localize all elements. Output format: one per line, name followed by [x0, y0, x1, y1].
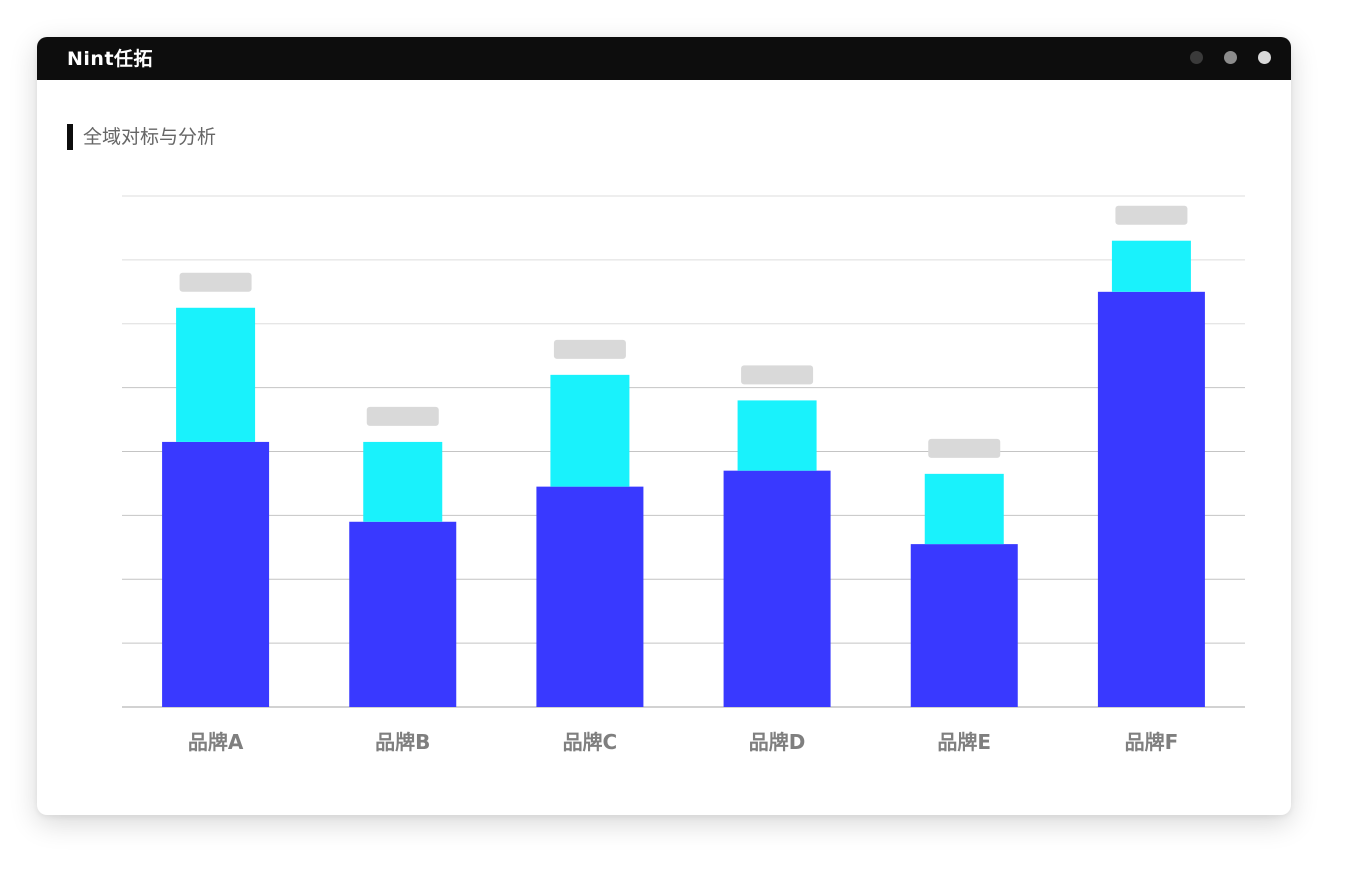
bar-top-4 [737, 400, 817, 471]
data-label-placeholder-4 [741, 365, 814, 385]
data-label-placeholder-2 [366, 406, 439, 426]
bar-base-5 [910, 544, 1018, 707]
title-bar: Nint任拓 [37, 37, 1291, 80]
data-label-placeholder-5 [928, 438, 1001, 458]
section-title: 全域对标与分析 [83, 126, 217, 148]
section-header: 全域对标与分析 [67, 124, 216, 150]
app-window: Nint任拓 全域对标与分析 品牌A 品牌B 品牌C 品牌D 品牌E 品牌F [37, 37, 1291, 815]
x-tick-label: 品牌B [375, 730, 430, 754]
x-tick-label: 品牌A [188, 730, 244, 754]
bar-base-4 [723, 470, 831, 707]
stacked-bar-chart: 品牌A 品牌B 品牌C 品牌D 品牌E 品牌F [122, 195, 1245, 754]
bar-base-2 [349, 521, 457, 707]
brand-logo: Nint任拓 [67, 48, 154, 70]
bar-top-2 [363, 441, 443, 522]
data-label-placeholder-1 [179, 272, 252, 292]
window-dot-light[interactable] [1258, 51, 1271, 64]
bar-top-1 [176, 307, 256, 442]
data-label-placeholder-6 [1115, 205, 1188, 225]
bar-top-6 [1111, 240, 1191, 292]
window-dot-mid[interactable] [1224, 51, 1237, 64]
bar-base-3 [536, 486, 644, 707]
bar-base-6 [1097, 291, 1205, 707]
window-dot-dark[interactable] [1190, 51, 1203, 64]
bar-top-3 [550, 374, 630, 487]
data-label-placeholder-3 [553, 339, 626, 359]
x-tick-label: 品牌E [937, 730, 991, 754]
bar-top-5 [924, 473, 1004, 545]
x-tick-label: 品牌C [563, 730, 618, 754]
section-marker [67, 124, 73, 150]
bar-base-1 [162, 441, 270, 707]
x-tick-label: 品牌D [749, 730, 806, 754]
x-tick-label: 品牌F [1125, 730, 1179, 754]
